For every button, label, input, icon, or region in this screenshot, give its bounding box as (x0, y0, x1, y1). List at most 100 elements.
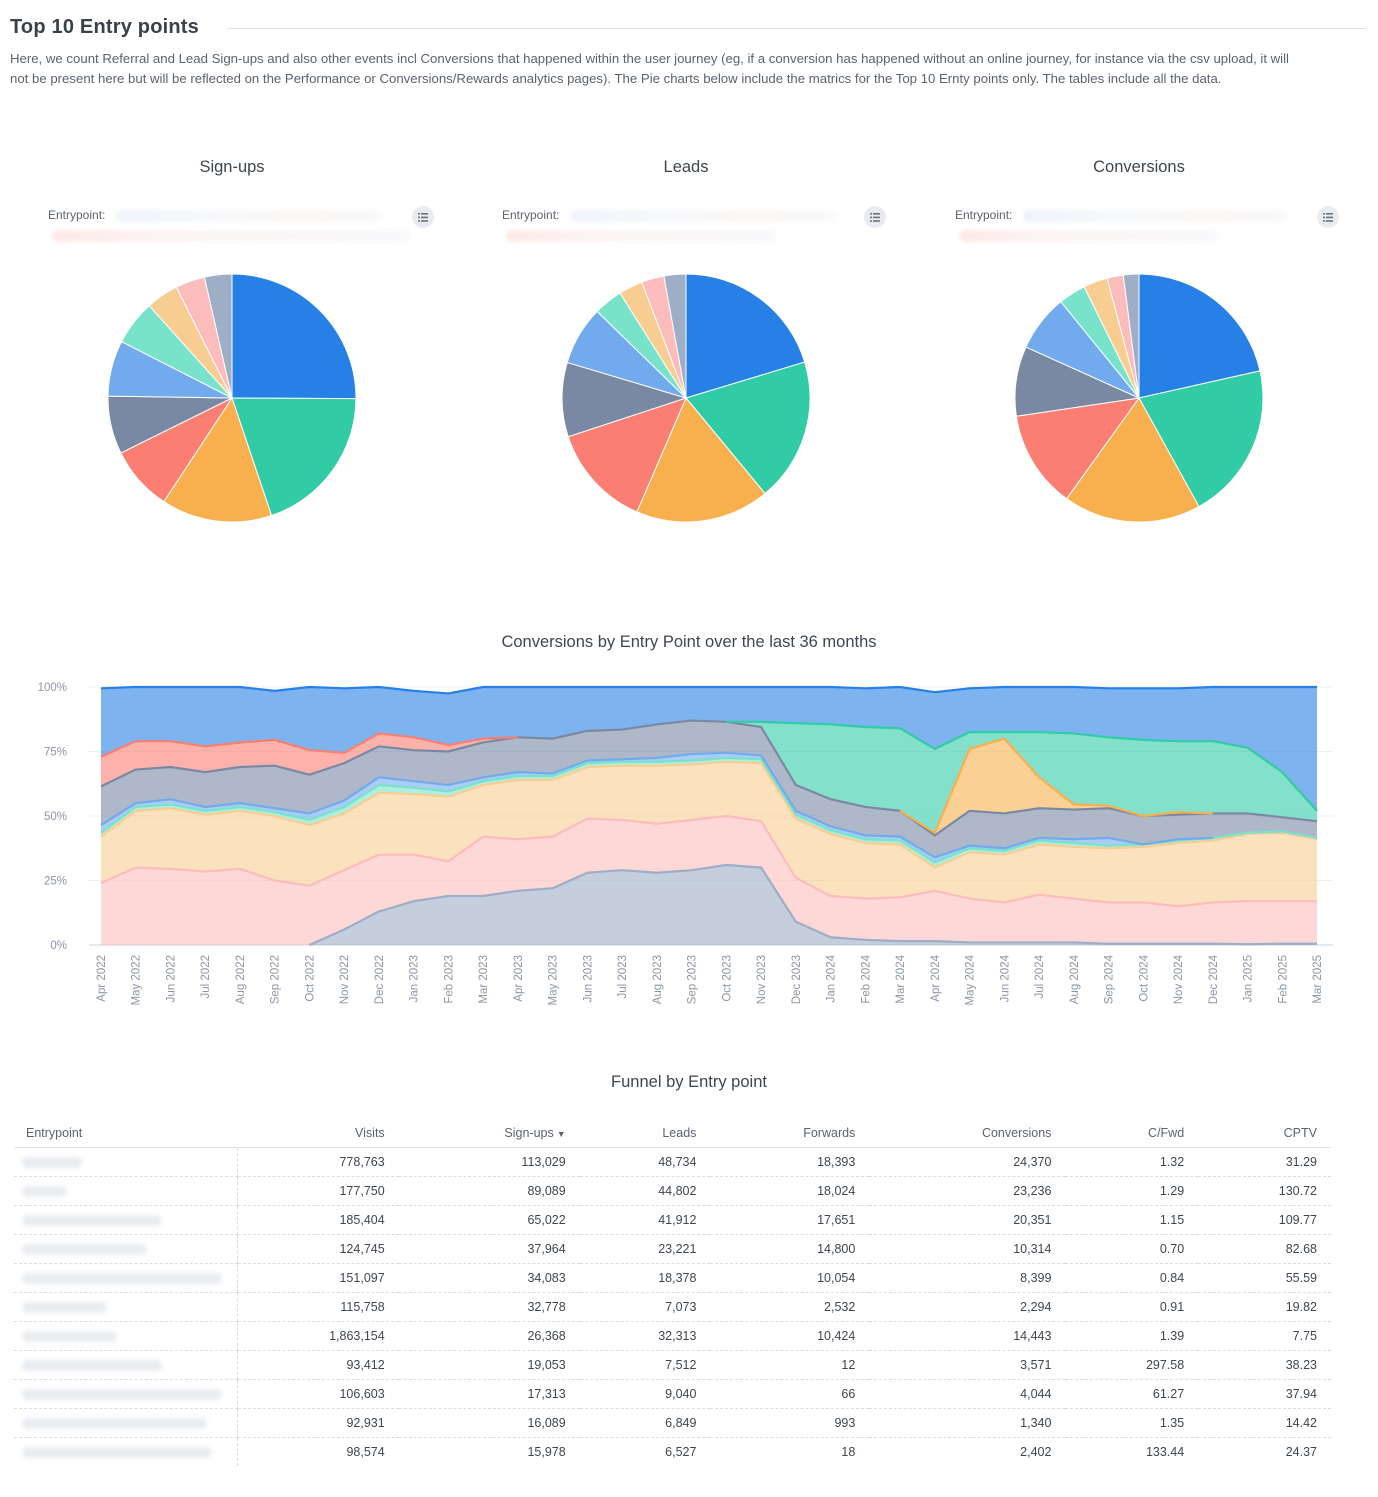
cell-cptv: 7.75 (1198, 1321, 1331, 1351)
pie-slice[interactable] (685, 273, 806, 399)
table-row[interactable]: 93,412 19,053 7,512 12 3,571 297.58 38.23 (14, 1350, 1331, 1380)
column-header-visits[interactable]: Visits (237, 1120, 399, 1148)
column-header-sign-ups[interactable]: Sign-ups ▼ (398, 1120, 580, 1148)
cell-c-fwd: 297.58 (1065, 1350, 1199, 1380)
y-tick-label: 50% (44, 811, 67, 823)
area-series-entry-2[interactable] (101, 816, 1317, 945)
legend-items-redacted[interactable] (506, 230, 776, 242)
cell-conversions: 1,340 (869, 1408, 1066, 1438)
pie-slice[interactable] (1015, 397, 1141, 500)
x-tick-label: Apr 2024 (930, 954, 942, 1001)
cell-cptv: 82.68 (1198, 1234, 1331, 1264)
cell-conversions: 2,294 (869, 1292, 1066, 1322)
pie-slice[interactable] (567, 397, 687, 513)
pie-slice[interactable] (685, 361, 811, 495)
legend-items-redacted[interactable] (116, 210, 381, 222)
column-header-label: Visits (355, 1126, 385, 1141)
column-header-label: C/Fwd (1148, 1126, 1185, 1141)
chart-menu-button[interactable] (412, 206, 434, 228)
cell-leads: 41,912 (579, 1205, 711, 1235)
entrypoint-name-redacted (22, 1272, 222, 1284)
entrypoint-name-redacted (22, 1330, 117, 1342)
cell-cptv: 38.23 (1198, 1350, 1331, 1380)
pie-slice[interactable] (663, 273, 687, 399)
column-header-leads[interactable]: Leads (579, 1120, 711, 1148)
table-row[interactable]: 1,863,154 26,368 32,313 10,424 14,443 1.39 7.7… (14, 1321, 1331, 1351)
column-header-c-fwd[interactable]: C/Fwd (1065, 1120, 1199, 1148)
cell-entrypoint (14, 1234, 239, 1264)
legend-items-redacted[interactable] (959, 230, 1219, 242)
legend-items-redacted[interactable] (570, 210, 835, 222)
x-tick-label: Nov 2023 (756, 955, 768, 1004)
cell-forwards: 993 (710, 1408, 870, 1438)
area-series-entry-3[interactable] (101, 761, 1317, 907)
column-header-entrypoint[interactable]: Entrypoint (14, 1120, 238, 1148)
cell-c-fwd: 133.44 (1145, 1444, 1185, 1459)
cell-leads: 44,802 (579, 1176, 711, 1206)
sort-descending-icon: ▼ (556, 1129, 566, 1140)
legend-title: Entrypoint: (48, 208, 106, 222)
cell-cptv: 130.72 (1198, 1176, 1331, 1206)
cell-sign-ups: 65,022 (398, 1205, 580, 1235)
x-tick-label: Sep 2024 (1104, 954, 1116, 1004)
table-row[interactable]: 92,931 16,089 6,849 993 1,340 1.35 14.42 (14, 1408, 1331, 1438)
cell-sign-ups: 34,083 (398, 1263, 580, 1293)
column-header-conversions[interactable]: Conversions (869, 1120, 1066, 1148)
area-series-entry-10[interactable] (101, 687, 1317, 811)
x-tick-label: Oct 2022 (304, 955, 316, 1002)
pie-slice[interactable] (561, 361, 688, 438)
cell-forwards: 12 (710, 1350, 870, 1380)
x-tick-label: Dec 2023 (791, 955, 803, 1004)
cell-visits: 93,412 (237, 1350, 399, 1380)
x-tick-label: Jun 2022 (165, 955, 177, 1002)
cell-cptv: 37.94 (1198, 1379, 1331, 1409)
legend-title: Entrypoint: (955, 208, 1013, 222)
chart-menu-button[interactable] (864, 206, 886, 228)
table-row[interactable]: 106,603 17,313 9,040 66 4,044 61.27 37.94 (14, 1379, 1331, 1409)
area-line-entry-3 (100, 760, 1318, 869)
chart-menu-button[interactable] (1317, 206, 1339, 228)
table-row[interactable]: 778,763 113,029 48,734 18,393 24,370 1.32 31.2… (14, 1147, 1331, 1177)
pie-slice[interactable] (231, 397, 357, 517)
cell-visits: 98,574 (346, 1444, 385, 1459)
pie-slice[interactable] (1138, 370, 1264, 508)
pie-title: Sign-ups (199, 158, 265, 176)
pie-title: Leads (663, 158, 709, 176)
column-header-cptv[interactable]: CPTV (1198, 1120, 1331, 1148)
cell-entrypoint (14, 1437, 239, 1466)
pie-slice[interactable] (1065, 397, 1200, 523)
cell-entrypoint (14, 1379, 239, 1409)
table-title: Funnel by Entry point (611, 1073, 767, 1091)
cell-forwards: 10,054 (710, 1263, 870, 1293)
cell-cptv: 31.29 (1198, 1147, 1331, 1177)
legend-items-redacted[interactable] (52, 230, 412, 242)
legend-items-redacted[interactable] (1023, 210, 1288, 222)
cell-visits: 177,750 (237, 1176, 399, 1206)
table-row[interactable]: 115,758 32,778 7,073 2,532 2,294 0.91 19.82 (14, 1292, 1331, 1322)
x-tick-label: Sep 2022 (270, 955, 282, 1004)
area-line-entry-7 (100, 732, 518, 758)
pie-slice[interactable] (636, 397, 766, 523)
pie-slice[interactable] (1138, 273, 1261, 399)
pie-slice[interactable] (163, 396, 273, 523)
area-series-entry-9[interactable] (101, 720, 1317, 833)
table-row[interactable]: 177,750 89,089 44,802 18,024 23,236 1.29 130.7… (14, 1176, 1331, 1206)
table-row[interactable]: 124,745 37,964 23,221 14,800 10,314 0.70 82.68 (14, 1234, 1331, 1264)
x-tick-label: Jan 2023 (409, 955, 421, 1002)
area-series-entry-6[interactable] (101, 720, 1317, 858)
pie-legend: Entrypoint: (955, 208, 1335, 248)
pie-slice[interactable] (231, 273, 357, 400)
table-row[interactable]: 98,574 15,978 6,527 18 2,402 133.44 24.37 (14, 1437, 1331, 1466)
area-line-entry-10 (100, 685, 1317, 695)
column-header-label: Forwards (803, 1126, 856, 1141)
x-tick-label: Jan 2024 (826, 954, 838, 1002)
x-tick-label: Dec 2024 (1208, 954, 1220, 1004)
pie-slice[interactable] (1122, 273, 1140, 399)
table-row[interactable]: 151,097 34,083 18,378 10,054 8,399 0.84 55.59 (14, 1263, 1331, 1293)
x-tick-label: Aug 2023 (652, 955, 664, 1004)
pie-slice[interactable] (203, 273, 233, 399)
column-header-forwards[interactable]: Forwards (710, 1120, 870, 1148)
area-series-entry-1[interactable] (101, 865, 1317, 945)
title-divider (227, 28, 1366, 29)
table-row[interactable]: 185,404 65,022 41,912 17,651 20,351 1.15 109.7… (14, 1205, 1331, 1235)
